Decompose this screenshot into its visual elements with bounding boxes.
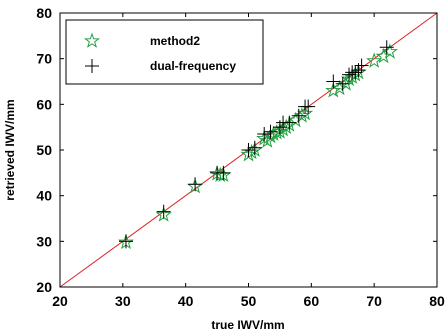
legend-label-method2: method2 [150,34,200,48]
y-tick-label: 30 [36,233,52,249]
y-tick-label: 70 [36,51,52,67]
y-tick-label: 50 [36,142,52,158]
data-point-dual-frequency [216,165,231,180]
data-point-method2 [296,104,314,121]
x-tick-label: 20 [52,293,68,309]
y-tick-label: 80 [36,5,52,21]
data-point-method2 [337,75,355,91]
legend-marker-method2 [83,32,101,48]
data-point-method2 [331,79,348,96]
data-point-dual-frequency [247,140,262,155]
data-point-dual-frequency [118,234,133,249]
data-point-dual-frequency [291,108,306,123]
x-tick-label: 50 [241,293,257,309]
x-tick-label: 30 [115,293,131,309]
y-tick-label: 20 [36,279,52,295]
data-point-method2 [381,43,398,59]
data-point-dual-frequency [282,115,297,130]
y-tick-label: 40 [36,188,52,204]
data-point-dual-frequency [348,65,363,80]
legend-box [65,19,264,85]
y-axis-label: retrieved IWV/mm [3,99,17,200]
legend-marker-dual-frequency [85,59,99,73]
series-dual-frequency [118,40,394,249]
data-point-method2 [375,47,392,64]
legend-marker-plus [85,59,99,73]
y-tick-label: 60 [36,96,52,112]
data-point-dual-frequency [263,124,278,139]
x-tick-label: 80 [429,293,445,309]
data-point-dual-frequency [257,127,272,142]
data-point-dual-frequency [379,40,394,55]
data-point-dual-frequency [342,67,357,82]
data-point-dual-frequency [301,99,316,114]
x-axis-label: true IWV/mm [211,318,284,332]
data-point-dual-frequency [156,204,171,219]
data-point-dual-frequency [354,58,369,73]
data-point-method2 [325,82,342,98]
legend: method2 dual-frequency [65,19,264,85]
legend-label-dual-frequency: dual-frequency [150,59,236,73]
data-point-dual-frequency [241,143,256,157]
x-tick-label: 40 [178,293,194,309]
data-point-method2 [366,52,383,68]
data-point-dual-frequency [335,76,350,91]
x-tick-label: 60 [304,293,320,309]
data-point-method2 [287,111,304,128]
data-point-dual-frequency [326,74,341,89]
x-tick-label: 70 [366,293,382,309]
data-point-dual-frequency [188,177,203,192]
legend-marker-star [83,32,101,48]
